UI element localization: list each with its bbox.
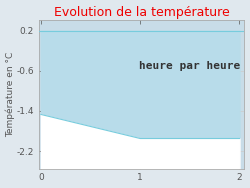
Text: heure par heure: heure par heure bbox=[139, 61, 240, 71]
Title: Evolution de la température: Evolution de la température bbox=[54, 6, 230, 19]
Y-axis label: Température en °C: Température en °C bbox=[6, 52, 15, 137]
